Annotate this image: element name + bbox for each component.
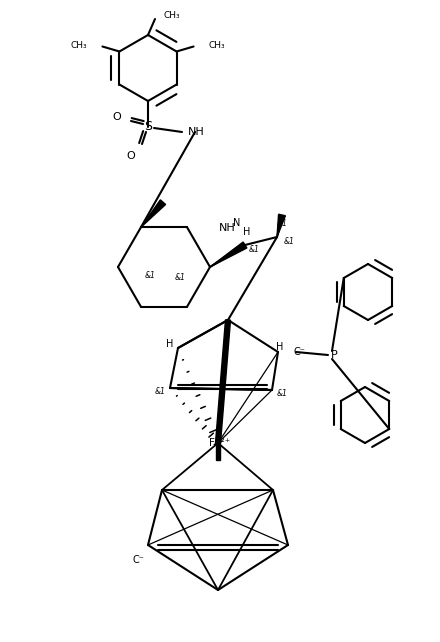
Text: P: P [330, 350, 337, 360]
Text: O: O [113, 112, 121, 122]
Text: H: H [276, 342, 284, 352]
Polygon shape [277, 214, 286, 237]
Polygon shape [141, 200, 165, 227]
Text: &1: &1 [154, 386, 165, 395]
Text: NH: NH [219, 223, 235, 233]
Text: &1: &1 [277, 218, 287, 227]
Polygon shape [216, 443, 220, 460]
Text: C⁻: C⁻ [132, 555, 144, 565]
Polygon shape [210, 242, 247, 267]
Text: H: H [166, 339, 174, 349]
Text: &1: &1 [249, 245, 260, 254]
Text: &1: &1 [145, 270, 155, 279]
Text: &1: &1 [283, 238, 294, 247]
Text: N: N [233, 218, 241, 228]
Text: CH₃: CH₃ [71, 41, 88, 50]
Polygon shape [216, 320, 231, 443]
Text: C⁻: C⁻ [293, 347, 305, 357]
Text: S: S [144, 121, 152, 134]
Text: NH: NH [187, 127, 204, 137]
Text: CH₃: CH₃ [209, 41, 225, 50]
Text: O: O [127, 151, 136, 161]
Text: H: H [243, 227, 251, 237]
Text: Fe²⁺: Fe²⁺ [209, 438, 231, 448]
Text: CH₃: CH₃ [164, 10, 181, 19]
Text: &1: &1 [175, 272, 185, 281]
Text: &1: &1 [277, 388, 287, 397]
